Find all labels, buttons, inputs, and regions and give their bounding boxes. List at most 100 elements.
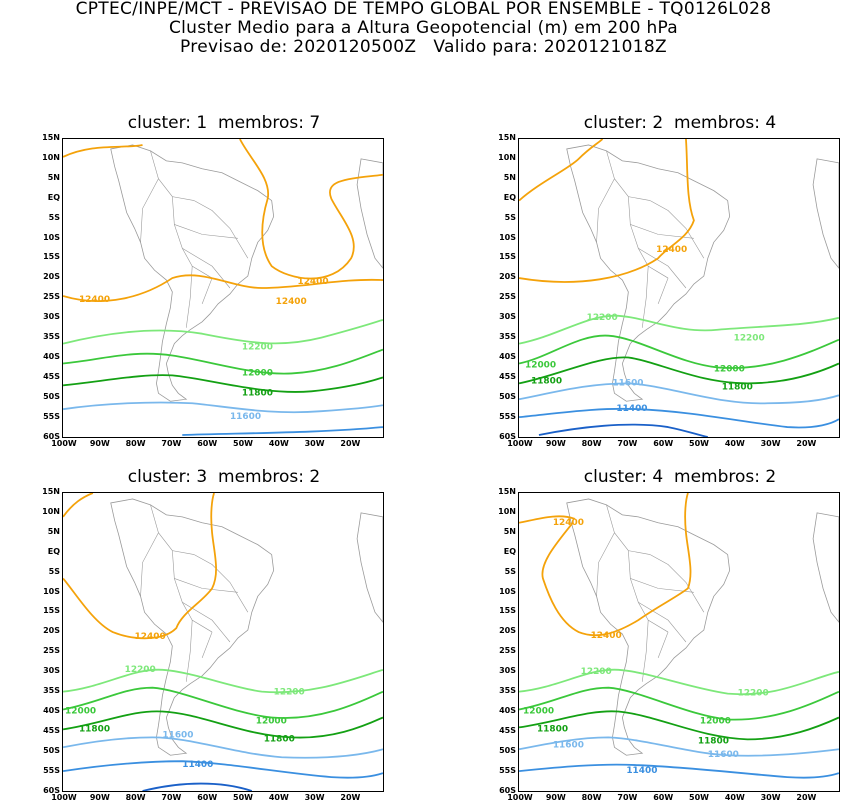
contour-line-11400 bbox=[519, 407, 839, 429]
contour-label: 12000 bbox=[525, 360, 556, 370]
lat-tick-label: 5S bbox=[504, 212, 516, 222]
lat-tick-label: 10N bbox=[42, 152, 60, 162]
lat-tick-label: 15S bbox=[499, 606, 516, 616]
panel-4-title: cluster: 4 membros: 2 bbox=[583, 467, 777, 487]
contour-label: 11800 bbox=[698, 736, 729, 746]
lon-tick-label: 30W bbox=[304, 439, 325, 448]
lat-tick-label: 55S bbox=[43, 765, 60, 775]
lat-tick-label: 5N bbox=[503, 526, 516, 536]
lat-tick-label: 25S bbox=[499, 646, 516, 656]
lat-tick-label: 55S bbox=[43, 411, 60, 421]
country-border bbox=[182, 602, 231, 643]
country-border bbox=[201, 277, 213, 305]
lat-tick-label: 5S bbox=[48, 212, 60, 222]
lon-tick-label: 90W bbox=[545, 793, 566, 802]
contour-line-12000 bbox=[519, 686, 839, 721]
lat-tick-label: 15S bbox=[43, 252, 60, 262]
lat-tick-label: EQ bbox=[503, 192, 516, 202]
africa-coastline bbox=[812, 512, 839, 623]
country-border bbox=[140, 178, 159, 243]
lon-tick-label: 80W bbox=[581, 793, 602, 802]
lon-tick-label: 80W bbox=[125, 439, 146, 448]
lat-tick-label: 30S bbox=[499, 312, 516, 322]
contour-line-12400 bbox=[519, 515, 576, 524]
lat-tick-label: 40S bbox=[499, 705, 516, 715]
panel-2-title: cluster: 2 membros: 4 bbox=[583, 113, 777, 133]
contour-line-12400 bbox=[519, 139, 604, 202]
lat-tick-label: 40S bbox=[43, 705, 60, 715]
contour-line-11800 bbox=[519, 710, 839, 741]
contour-line-12000 bbox=[63, 686, 383, 719]
lat-tick-label: 35S bbox=[43, 686, 60, 695]
panel-2-svg: 12400 12200 12200 12000 12000 11800 11800 11600… bbox=[519, 139, 839, 437]
contour-label: 12400 bbox=[298, 277, 329, 287]
contour-label: 12400 bbox=[276, 297, 307, 307]
country-border bbox=[657, 631, 669, 659]
lat-tick-label: 10N bbox=[42, 506, 60, 516]
lat-tick-label: 30S bbox=[499, 666, 516, 676]
contour-label: 11600 bbox=[162, 730, 193, 740]
contour-line-12400 bbox=[541, 493, 692, 637]
lat-tick-label: 10N bbox=[498, 152, 516, 162]
lat-tick-label: 20S bbox=[43, 626, 60, 636]
lat-tick-label: 30S bbox=[43, 312, 60, 322]
contour-label: 11800 bbox=[242, 388, 273, 398]
lon-tick-label: 50W bbox=[689, 439, 709, 448]
panel-3-map: 12400 12200 12200 12000 12000 11800 11800 11600… bbox=[62, 492, 384, 792]
lon-tick-label: 40W bbox=[268, 439, 289, 448]
lat-tick-label: 40S bbox=[499, 351, 516, 361]
country-border bbox=[201, 631, 213, 659]
country-border bbox=[606, 504, 651, 555]
lat-tick-label: 35S bbox=[43, 332, 60, 341]
lat-tick-label: 50S bbox=[43, 391, 60, 401]
contour-line-11800 bbox=[63, 374, 383, 393]
country-border bbox=[185, 266, 193, 328]
country-border bbox=[182, 248, 231, 289]
country-border bbox=[641, 620, 649, 682]
lon-tick-label: 30W bbox=[760, 439, 781, 448]
lat-tick-label: 20S bbox=[499, 272, 516, 282]
country-border bbox=[650, 554, 705, 613]
contour-line-12200 bbox=[519, 314, 839, 345]
lat-tick-label: 15N bbox=[498, 133, 516, 142]
contour-line-11600 bbox=[63, 736, 383, 759]
lon-tick-label: 20W bbox=[796, 793, 817, 802]
lon-tick-label: 40W bbox=[268, 793, 289, 802]
africa-coastline bbox=[812, 158, 839, 269]
country-border bbox=[596, 178, 615, 243]
chart-title-line1: CPTEC/INPE/MCT - PREVISAO DE TEMPO GLOBA… bbox=[75, 0, 772, 19]
contour-line-12400 bbox=[63, 493, 94, 518]
country-border bbox=[194, 200, 249, 259]
lat-tick-label: 35S bbox=[499, 332, 516, 341]
country-border bbox=[657, 277, 669, 305]
contour-line-11600 bbox=[519, 382, 839, 405]
contour-label: 11600 bbox=[230, 412, 261, 422]
contour-label: 12000 bbox=[242, 368, 273, 378]
lon-tick-label: 90W bbox=[89, 439, 110, 448]
lat-tick-label: 5S bbox=[504, 566, 516, 576]
panel-1-svg: 12400 12400 12400 12200 12000 11800 11600 bbox=[63, 139, 383, 436]
lon-tick-label: 70W bbox=[617, 793, 638, 802]
south-america-coastline bbox=[566, 144, 731, 402]
lon-tick-label: 70W bbox=[161, 439, 182, 448]
lat-tick-label: 45S bbox=[43, 371, 60, 381]
lat-tick-label: 25S bbox=[43, 292, 60, 302]
lon-tick-label: 100W bbox=[507, 439, 533, 448]
contour-line-11400 bbox=[63, 760, 383, 779]
contour-line-12400 bbox=[63, 144, 143, 158]
lon-tick-label: 30W bbox=[760, 793, 781, 802]
chart-title-line2: Cluster Medio para a Altura Geopotencial… bbox=[168, 18, 679, 38]
south-america-coastline bbox=[110, 144, 275, 402]
panel-3-svg: 12400 12200 12200 12000 12000 11800 11800 11600… bbox=[63, 493, 383, 791]
lon-tick-label: 60W bbox=[653, 793, 674, 802]
lon-tick-label: 20W bbox=[796, 439, 817, 448]
lon-tick-label: 20W bbox=[340, 439, 361, 448]
contour-label: 11800 bbox=[722, 382, 753, 392]
contour-label: 11600 bbox=[553, 740, 584, 750]
lat-tick-label: 20S bbox=[499, 626, 516, 636]
country-border bbox=[150, 150, 195, 201]
contour-label: 11400 bbox=[626, 766, 657, 776]
africa-coastline bbox=[356, 158, 383, 269]
lat-tick-label: 55S bbox=[499, 411, 516, 421]
lat-tick-label: 5N bbox=[47, 172, 60, 182]
